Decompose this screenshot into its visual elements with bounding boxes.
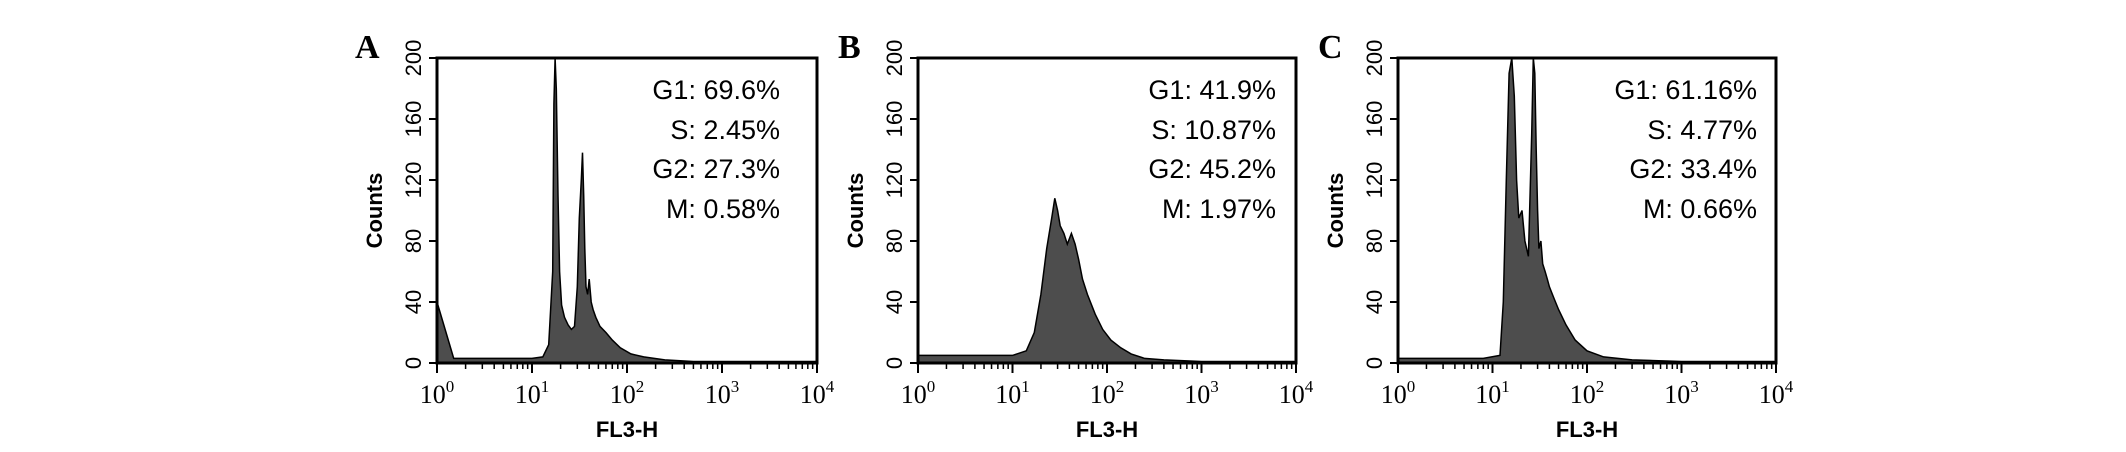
y-tick-label: 0: [401, 357, 426, 369]
panel-letter: B: [838, 29, 861, 66]
x-tick-label: 100: [1381, 377, 1416, 409]
x-tick-base: 10: [1279, 380, 1305, 409]
y-tick-label: 80: [1362, 229, 1387, 253]
phase-annotation: M: 1.97%: [1162, 194, 1276, 224]
phase-annotation: G1: 41.9%: [1148, 75, 1276, 105]
x-tick-exponent: 3: [1690, 377, 1699, 396]
x-tick-label: 100: [901, 377, 936, 409]
x-tick-base: 10: [800, 380, 826, 409]
x-tick-base: 10: [901, 380, 927, 409]
y-tick-label: 0: [882, 357, 907, 369]
x-tick-base: 10: [1475, 380, 1501, 409]
y-tick-label: 40: [882, 290, 907, 314]
x-tick-exponent: 4: [1305, 377, 1314, 396]
x-tick-exponent: 4: [1785, 377, 1794, 396]
phase-annotation: G1: 61.16%: [1614, 75, 1757, 105]
x-tick-label: 103: [705, 377, 740, 409]
phase-annotation: G2: 45.2%: [1148, 154, 1276, 184]
x-tick-label: 102: [1570, 377, 1605, 409]
histogram-area: [1397, 57, 1777, 364]
y-tick-label: 160: [401, 101, 426, 138]
y-axis-label: Counts: [843, 173, 868, 249]
x-tick-base: 10: [1381, 380, 1407, 409]
x-tick-label: 103: [1184, 377, 1219, 409]
phase-annotation: S: 4.77%: [1647, 115, 1757, 145]
x-tick-label: 103: [1664, 377, 1699, 409]
x-axis-label: FL3-H: [1076, 417, 1138, 442]
y-axis-label: Counts: [1323, 173, 1348, 249]
y-tick-label: 40: [1362, 290, 1387, 314]
phase-annotation: M: 0.66%: [1643, 194, 1757, 224]
x-tick-exponent: 2: [1116, 377, 1125, 396]
y-tick-label: 40: [401, 290, 426, 314]
phase-annotation: G2: 33.4%: [1629, 154, 1757, 184]
x-tick-label: 102: [1090, 377, 1125, 409]
y-tick-label: 80: [882, 229, 907, 253]
x-tick-exponent: 1: [1021, 377, 1030, 396]
x-tick-base: 10: [1759, 380, 1785, 409]
y-tick-label: 120: [882, 162, 907, 199]
x-tick-exponent: 1: [1501, 377, 1510, 396]
x-tick-label: 100: [420, 377, 455, 409]
x-tick-base: 10: [705, 380, 731, 409]
x-tick-exponent: 4: [826, 377, 835, 396]
y-tick-label: 200: [401, 40, 426, 77]
x-tick-base: 10: [1570, 380, 1596, 409]
phase-annotation: G1: 69.6%: [652, 75, 780, 105]
panel-letter: C: [1318, 29, 1343, 66]
x-tick-base: 10: [420, 380, 446, 409]
x-tick-label: 104: [1759, 377, 1794, 409]
y-tick-label: 120: [1362, 162, 1387, 199]
histogram-area: [917, 198, 1297, 364]
x-tick-label: 101: [995, 377, 1030, 409]
y-axis-label: Counts: [362, 173, 387, 249]
x-tick-exponent: 3: [731, 377, 740, 396]
phase-annotation: M: 0.58%: [666, 194, 780, 224]
x-axis-label: FL3-H: [1556, 417, 1618, 442]
phase-annotation: S: 10.87%: [1151, 115, 1276, 145]
x-tick-base: 10: [1090, 380, 1116, 409]
y-tick-label: 160: [882, 101, 907, 138]
x-tick-label: 104: [800, 377, 835, 409]
x-tick-exponent: 0: [446, 377, 455, 396]
x-tick-exponent: 1: [541, 377, 550, 396]
x-tick-label: 104: [1279, 377, 1314, 409]
x-tick-label: 102: [610, 377, 645, 409]
phase-annotation: G2: 27.3%: [652, 154, 780, 184]
y-tick-label: 120: [401, 162, 426, 199]
x-tick-base: 10: [1184, 380, 1210, 409]
x-tick-exponent: 0: [1407, 377, 1416, 396]
y-tick-label: 80: [401, 229, 426, 253]
histogram-area: [436, 57, 818, 364]
x-tick-label: 101: [515, 377, 550, 409]
x-tick-base: 10: [995, 380, 1021, 409]
panel-letter: A: [355, 29, 380, 66]
x-tick-base: 10: [1664, 380, 1690, 409]
x-tick-exponent: 0: [927, 377, 936, 396]
x-axis-label: FL3-H: [596, 417, 658, 442]
x-tick-exponent: 3: [1210, 377, 1219, 396]
y-tick-label: 200: [1362, 40, 1387, 77]
y-tick-label: 200: [882, 40, 907, 77]
x-tick-base: 10: [610, 380, 636, 409]
x-tick-exponent: 2: [636, 377, 645, 396]
x-tick-exponent: 2: [1596, 377, 1605, 396]
y-tick-label: 160: [1362, 101, 1387, 138]
x-tick-base: 10: [515, 380, 541, 409]
x-tick-label: 101: [1475, 377, 1510, 409]
phase-annotation: S: 2.45%: [670, 115, 780, 145]
y-tick-label: 0: [1362, 357, 1387, 369]
